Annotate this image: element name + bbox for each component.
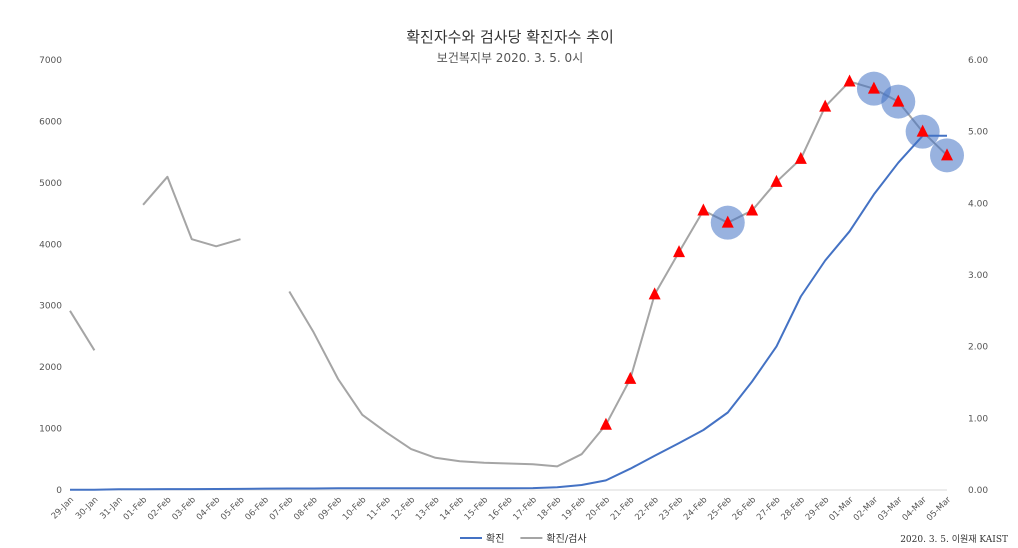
credit-text: 2020. 3. 5. 이원재 KAIST [900, 534, 1008, 545]
x-tick-label: 29-Jan [50, 495, 76, 521]
left-axis-tick-label: 2000 [39, 363, 62, 373]
x-tick-label: 17-Feb [511, 495, 539, 523]
triangle-marker [746, 203, 759, 216]
left-axis-tick-label: 6000 [39, 117, 62, 127]
x-tick-label: 05-Feb [219, 495, 247, 523]
series-line-segment [142, 175, 241, 248]
triangle-marker [673, 245, 686, 258]
x-tick-label: 02-Feb [146, 495, 174, 523]
x-tick-label: 23-Feb [658, 495, 686, 523]
left-axis-tick-label: 7000 [39, 56, 62, 66]
x-tick-label: 30-Jan [74, 495, 100, 521]
x-tick-label: 21-Feb [609, 495, 637, 523]
x-tick-label: 26-Feb [731, 495, 759, 523]
x-tick-label: 25-Feb [706, 495, 734, 523]
x-tick-label: 24-Feb [682, 495, 710, 523]
triangle-marker [624, 371, 637, 384]
chart-subtitle: 보건복지부 2020. 3. 5. 0시 [437, 51, 583, 65]
chart-title: 확진자수와 검사당 확진자수 추이 [406, 28, 614, 46]
x-tick-label: 10-Feb [341, 495, 369, 523]
series-lines [69, 80, 948, 491]
left-axis: 0 1000 2000 3000 4000 5000 6000 7000 [39, 56, 62, 496]
x-tick-label: 22-Feb [633, 495, 661, 523]
x-tick-label: 06-Feb [243, 495, 271, 523]
triangle-marker [697, 203, 710, 216]
triangle-marker [819, 99, 832, 112]
x-tick-label: 13-Feb [414, 495, 442, 523]
x-tick-label: 04-Mar [901, 495, 930, 524]
x-tick-label: 01-Feb [122, 495, 150, 523]
triangle-marker [867, 81, 880, 94]
x-tick-label: 08-Feb [292, 495, 320, 523]
right-axis-tick-label: 3.00 [968, 271, 988, 281]
triangle-marker [770, 174, 783, 187]
triangle-marker [599, 417, 612, 430]
legend-label: 확진 [486, 533, 504, 545]
x-tick-label: 19-Feb [560, 495, 588, 523]
triangle-marker [794, 151, 807, 164]
legend-label: 확진/검사 [546, 533, 586, 545]
x-tick-label: 14-Feb [438, 495, 466, 523]
x-tick-label: 07-Feb [268, 495, 296, 523]
x-tick-label: 02-Mar [852, 495, 881, 524]
left-axis-tick-label: 0 [56, 486, 62, 496]
triangle-marker [721, 215, 734, 228]
x-tick-label: 05-Mar [925, 495, 954, 524]
series-line-segment [288, 80, 948, 468]
triangle-marker [941, 148, 953, 161]
x-tick-label: 12-Feb [390, 495, 418, 523]
x-tick-label: 11-Feb [365, 495, 393, 523]
right-axis-tick-label: 4.00 [968, 199, 988, 209]
x-tick-label: 04-Feb [195, 495, 223, 523]
legend: 확진 확진/검사 [460, 533, 587, 545]
series-line-segment [69, 310, 96, 351]
x-tick-label: 16-Feb [487, 495, 515, 523]
left-axis-tick-label: 3000 [39, 302, 62, 312]
left-axis-tick-label: 4000 [39, 240, 62, 250]
left-axis-tick-label: 5000 [39, 179, 62, 189]
x-tick-label: 20-Feb [585, 495, 613, 523]
x-tick-label: 03-Mar [876, 495, 905, 524]
x-tick-label: 31-Jan [98, 495, 124, 521]
triangle-marker [916, 124, 929, 137]
x-tick-label: 03-Feb [170, 495, 198, 523]
x-tick-label: 27-Feb [755, 495, 783, 523]
right-axis-tick-label: 1.00 [968, 414, 988, 424]
x-tick-label: 28-Feb [779, 495, 807, 523]
triangle-marker [648, 287, 661, 300]
x-axis-ticks: 29-Jan30-Jan31-Jan01-Feb02-Feb03-Feb04-F… [50, 495, 954, 524]
x-tick-label: 18-Feb [536, 495, 564, 523]
x-tick-label: 09-Feb [317, 495, 345, 523]
right-axis: 0.00 1.00 2.00 3.00 4.00 5.00 6.00 [968, 56, 988, 496]
x-tick-label: 01-Mar [827, 495, 856, 524]
x-tick-label: 15-Feb [463, 495, 491, 523]
right-axis-tick-label: 6.00 [968, 56, 988, 66]
triangle-markers [599, 74, 953, 430]
right-axis-tick-label: 5.00 [968, 128, 988, 138]
triangle-marker [843, 74, 856, 87]
triangle-marker [892, 94, 905, 107]
x-tick-label: 29-Feb [804, 495, 832, 523]
right-axis-tick-label: 2.00 [968, 343, 988, 353]
left-axis-tick-label: 1000 [39, 425, 62, 435]
right-axis-tick-label: 0.00 [968, 486, 988, 496]
series-line-segment [70, 134, 947, 491]
